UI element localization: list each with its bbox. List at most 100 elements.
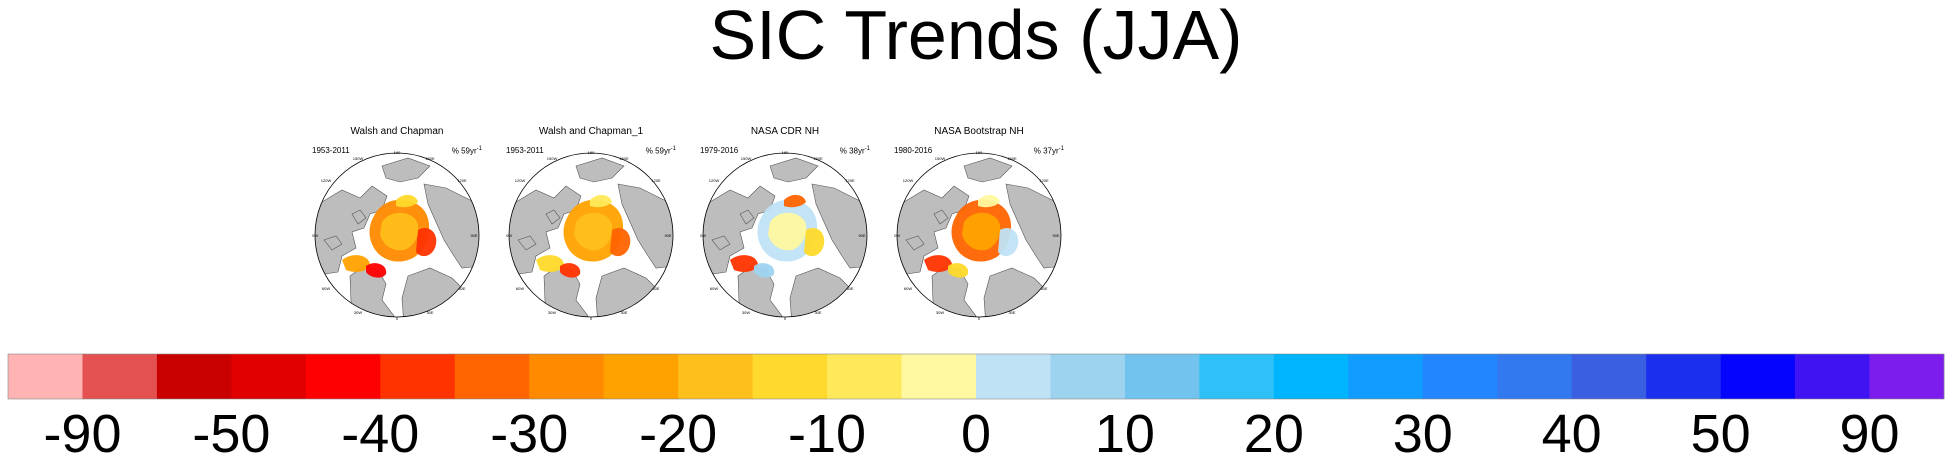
polar-map: 180 0 90W 90E 150W 120W 150E 120E 60W 30W 60E 30E bbox=[700, 150, 868, 321]
longitude-label: 180 bbox=[782, 150, 789, 155]
land-mass bbox=[897, 185, 970, 277]
colorbar-swatch bbox=[1273, 354, 1349, 399]
sea-ice-trend-patch bbox=[978, 194, 1000, 208]
colorbar-label: -10 bbox=[788, 404, 866, 459]
map-boundary bbox=[314, 152, 480, 318]
longitude-label: 30E bbox=[1008, 310, 1015, 315]
land-mass bbox=[381, 157, 431, 183]
sea-ice-trend-patch bbox=[590, 194, 612, 208]
longitude-label: 30W bbox=[936, 310, 944, 315]
panel-years: 1953-2011 bbox=[312, 146, 350, 155]
longitude-label: 90W bbox=[700, 233, 706, 238]
longitude-label: 60W bbox=[904, 286, 912, 291]
colorbar-swatch bbox=[1422, 354, 1498, 399]
colorbar-frame bbox=[7, 353, 1945, 400]
land-mass bbox=[323, 235, 343, 251]
land-mass bbox=[1005, 183, 1061, 269]
colorbar-swatch bbox=[1199, 354, 1275, 399]
longitude-label: 150E bbox=[813, 156, 823, 161]
land-mass bbox=[905, 235, 925, 251]
polar-map: 180 0 90W 90E 150W 120W 150E 120E 60W 30W 60E 30E bbox=[506, 150, 674, 321]
sea-ice-trend-patch bbox=[574, 212, 613, 251]
longitude-label: 90W bbox=[506, 233, 512, 238]
land-mass bbox=[711, 235, 731, 251]
colorbar-label: -90 bbox=[43, 404, 121, 459]
sea-ice-trend-patch bbox=[610, 227, 631, 257]
sea-ice-trend-patch bbox=[730, 255, 758, 272]
colorbar-swatch bbox=[678, 354, 753, 399]
colorbar-swatch bbox=[8, 354, 83, 399]
longitude-label: 120E bbox=[457, 178, 467, 183]
colorbar-label: 20 bbox=[1244, 404, 1304, 459]
land-mass bbox=[351, 209, 367, 225]
longitude-label: 90E bbox=[664, 233, 671, 238]
sea-ice-trend-patch bbox=[366, 263, 387, 278]
colorbar-swatch bbox=[305, 354, 381, 399]
panel-title: Walsh and Chapman_1 bbox=[538, 126, 644, 137]
longitude-label: 30E bbox=[814, 310, 821, 315]
land-mass bbox=[703, 185, 776, 277]
sea-ice-trend-patch bbox=[416, 227, 437, 257]
colorbar-swatch bbox=[380, 354, 456, 399]
longitude-label: 150E bbox=[425, 156, 435, 161]
land-mass bbox=[617, 183, 673, 269]
longitude-label: 60W bbox=[322, 286, 330, 291]
colorbar-swatch bbox=[603, 354, 679, 399]
longitude-label: 0 bbox=[396, 316, 399, 321]
longitude-label: 150E bbox=[619, 156, 629, 161]
longitude-label: 120W bbox=[515, 178, 526, 183]
sea-ice-trend-patch bbox=[924, 255, 952, 272]
sea-ice-trend-patch bbox=[804, 227, 825, 257]
longitude-label: 0 bbox=[590, 316, 593, 321]
land-mass bbox=[315, 185, 388, 277]
longitude-label: 180 bbox=[394, 150, 401, 155]
colorbar-label: -50 bbox=[192, 404, 270, 459]
land-mass bbox=[423, 183, 479, 269]
panel-title: NASA CDR NH bbox=[750, 126, 820, 137]
panel-trend-units: % 37yr-1 bbox=[1033, 146, 1064, 156]
longitude-label: 90W bbox=[894, 233, 900, 238]
sea-ice-trend-patch bbox=[962, 212, 1001, 251]
land-mass bbox=[811, 183, 867, 269]
colorbar-label: -40 bbox=[341, 404, 419, 459]
colorbar-swatch bbox=[1571, 354, 1647, 399]
longitude-label: 120W bbox=[709, 178, 720, 183]
panel-title: NASA Bootstrap NH bbox=[934, 126, 1024, 137]
longitude-label: 150W bbox=[353, 156, 364, 161]
longitude-label: 60E bbox=[846, 286, 853, 291]
map-boundary bbox=[896, 152, 1062, 318]
colorbar-swatch bbox=[82, 354, 158, 399]
panel-years: 1979-2016 bbox=[700, 146, 739, 155]
colorbar-swatch bbox=[1646, 354, 1721, 399]
map-panel: Walsh and Chapman_1 1953-2011 % 59yr-1 180 0… bbox=[506, 126, 676, 322]
colorbar-label: -20 bbox=[639, 404, 717, 459]
colorbar-swatch bbox=[752, 354, 828, 399]
colorbar-swatch bbox=[231, 354, 307, 399]
colorbar: -90 -50 -40 -30 -20 -10 0 10 20 30 40 50 90 bbox=[7, 353, 1945, 459]
longitude-label: 90W bbox=[312, 233, 318, 238]
longitude-label: 30E bbox=[620, 310, 627, 315]
longitude-label: 60E bbox=[652, 286, 659, 291]
longitude-label: 120W bbox=[321, 178, 332, 183]
longitude-label: 90E bbox=[1052, 233, 1059, 238]
map-panel: NASA CDR NH 1979-2016 % 38yr-1 180 0 90W 90E 15… bbox=[700, 126, 870, 322]
longitude-label: 30W bbox=[742, 310, 750, 315]
panel-title: Walsh and Chapman bbox=[350, 126, 444, 137]
sea-ice-trend-patch bbox=[560, 263, 581, 278]
colorbar-label: -30 bbox=[490, 404, 568, 459]
figure-title: SIC Trends (JJA) bbox=[709, 0, 1243, 74]
panel-years: 1980-2016 bbox=[894, 146, 933, 155]
polar-map: 180 0 90W 90E 150W 120W 150E 120E 60W 30W 60E 30E bbox=[312, 150, 480, 321]
land-mass bbox=[545, 209, 561, 225]
colorbar-swatch bbox=[1795, 354, 1870, 399]
longitude-label: 120E bbox=[845, 178, 855, 183]
longitude-label: 0 bbox=[978, 316, 981, 321]
sea-ice-trend-patch bbox=[784, 194, 806, 208]
colorbar-swatch bbox=[901, 354, 977, 399]
land-mass bbox=[769, 157, 819, 183]
sea-ice-trend-patch bbox=[768, 212, 807, 251]
longitude-label: 150E bbox=[1007, 156, 1017, 161]
land-mass bbox=[933, 209, 949, 225]
longitude-label: 30W bbox=[354, 310, 362, 315]
